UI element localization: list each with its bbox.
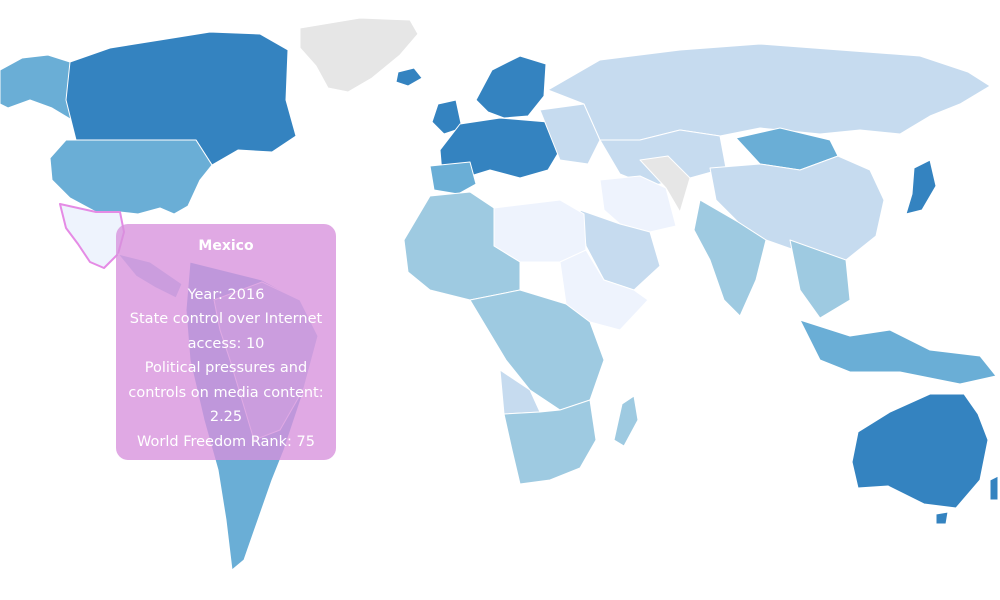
country-iberia[interactable] <box>429 161 477 195</box>
country-tasmania[interactable] <box>935 511 949 525</box>
country-scandinavia[interactable] <box>475 55 547 119</box>
country-japan[interactable] <box>905 159 937 215</box>
country-madagascar[interactable] <box>613 395 639 447</box>
country-northwest-africa[interactable] <box>403 191 521 301</box>
tooltip-country-name: Mexico <box>198 238 254 254</box>
country-russia[interactable] <box>547 43 991 141</box>
country-afghanistan[interactable] <box>639 155 691 213</box>
country-australia[interactable] <box>851 393 989 509</box>
country-tooltip: Mexico Year: 2016 State control over Int… <box>116 224 336 460</box>
tooltip-state-control: State control over Internet access: 10 <box>129 311 323 352</box>
tooltip-world-freedom-rank: World Freedom Rank: 75 <box>137 433 315 450</box>
country-greenland[interactable] <box>299 17 419 93</box>
country-arabia[interactable] <box>579 209 661 291</box>
country-india[interactable] <box>693 199 767 317</box>
country-usa[interactable] <box>49 139 213 215</box>
country-north-africa-east[interactable] <box>493 199 587 263</box>
country-alaska[interactable] <box>0 54 73 121</box>
tooltip-year: Year: 2016 <box>187 286 265 303</box>
country-iceland[interactable] <box>395 67 423 87</box>
country-new-zealand[interactable] <box>989 475 999 501</box>
country-indonesia[interactable] <box>799 319 997 385</box>
tooltip-political-pressures: Political pressures and controls on medi… <box>128 360 324 425</box>
country-southeast-asia[interactable] <box>789 239 851 319</box>
country-uk[interactable] <box>431 99 463 135</box>
country-mexico[interactable] <box>59 203 125 269</box>
country-middle-east[interactable] <box>599 175 677 233</box>
country-southern-africa[interactable] <box>503 399 597 485</box>
